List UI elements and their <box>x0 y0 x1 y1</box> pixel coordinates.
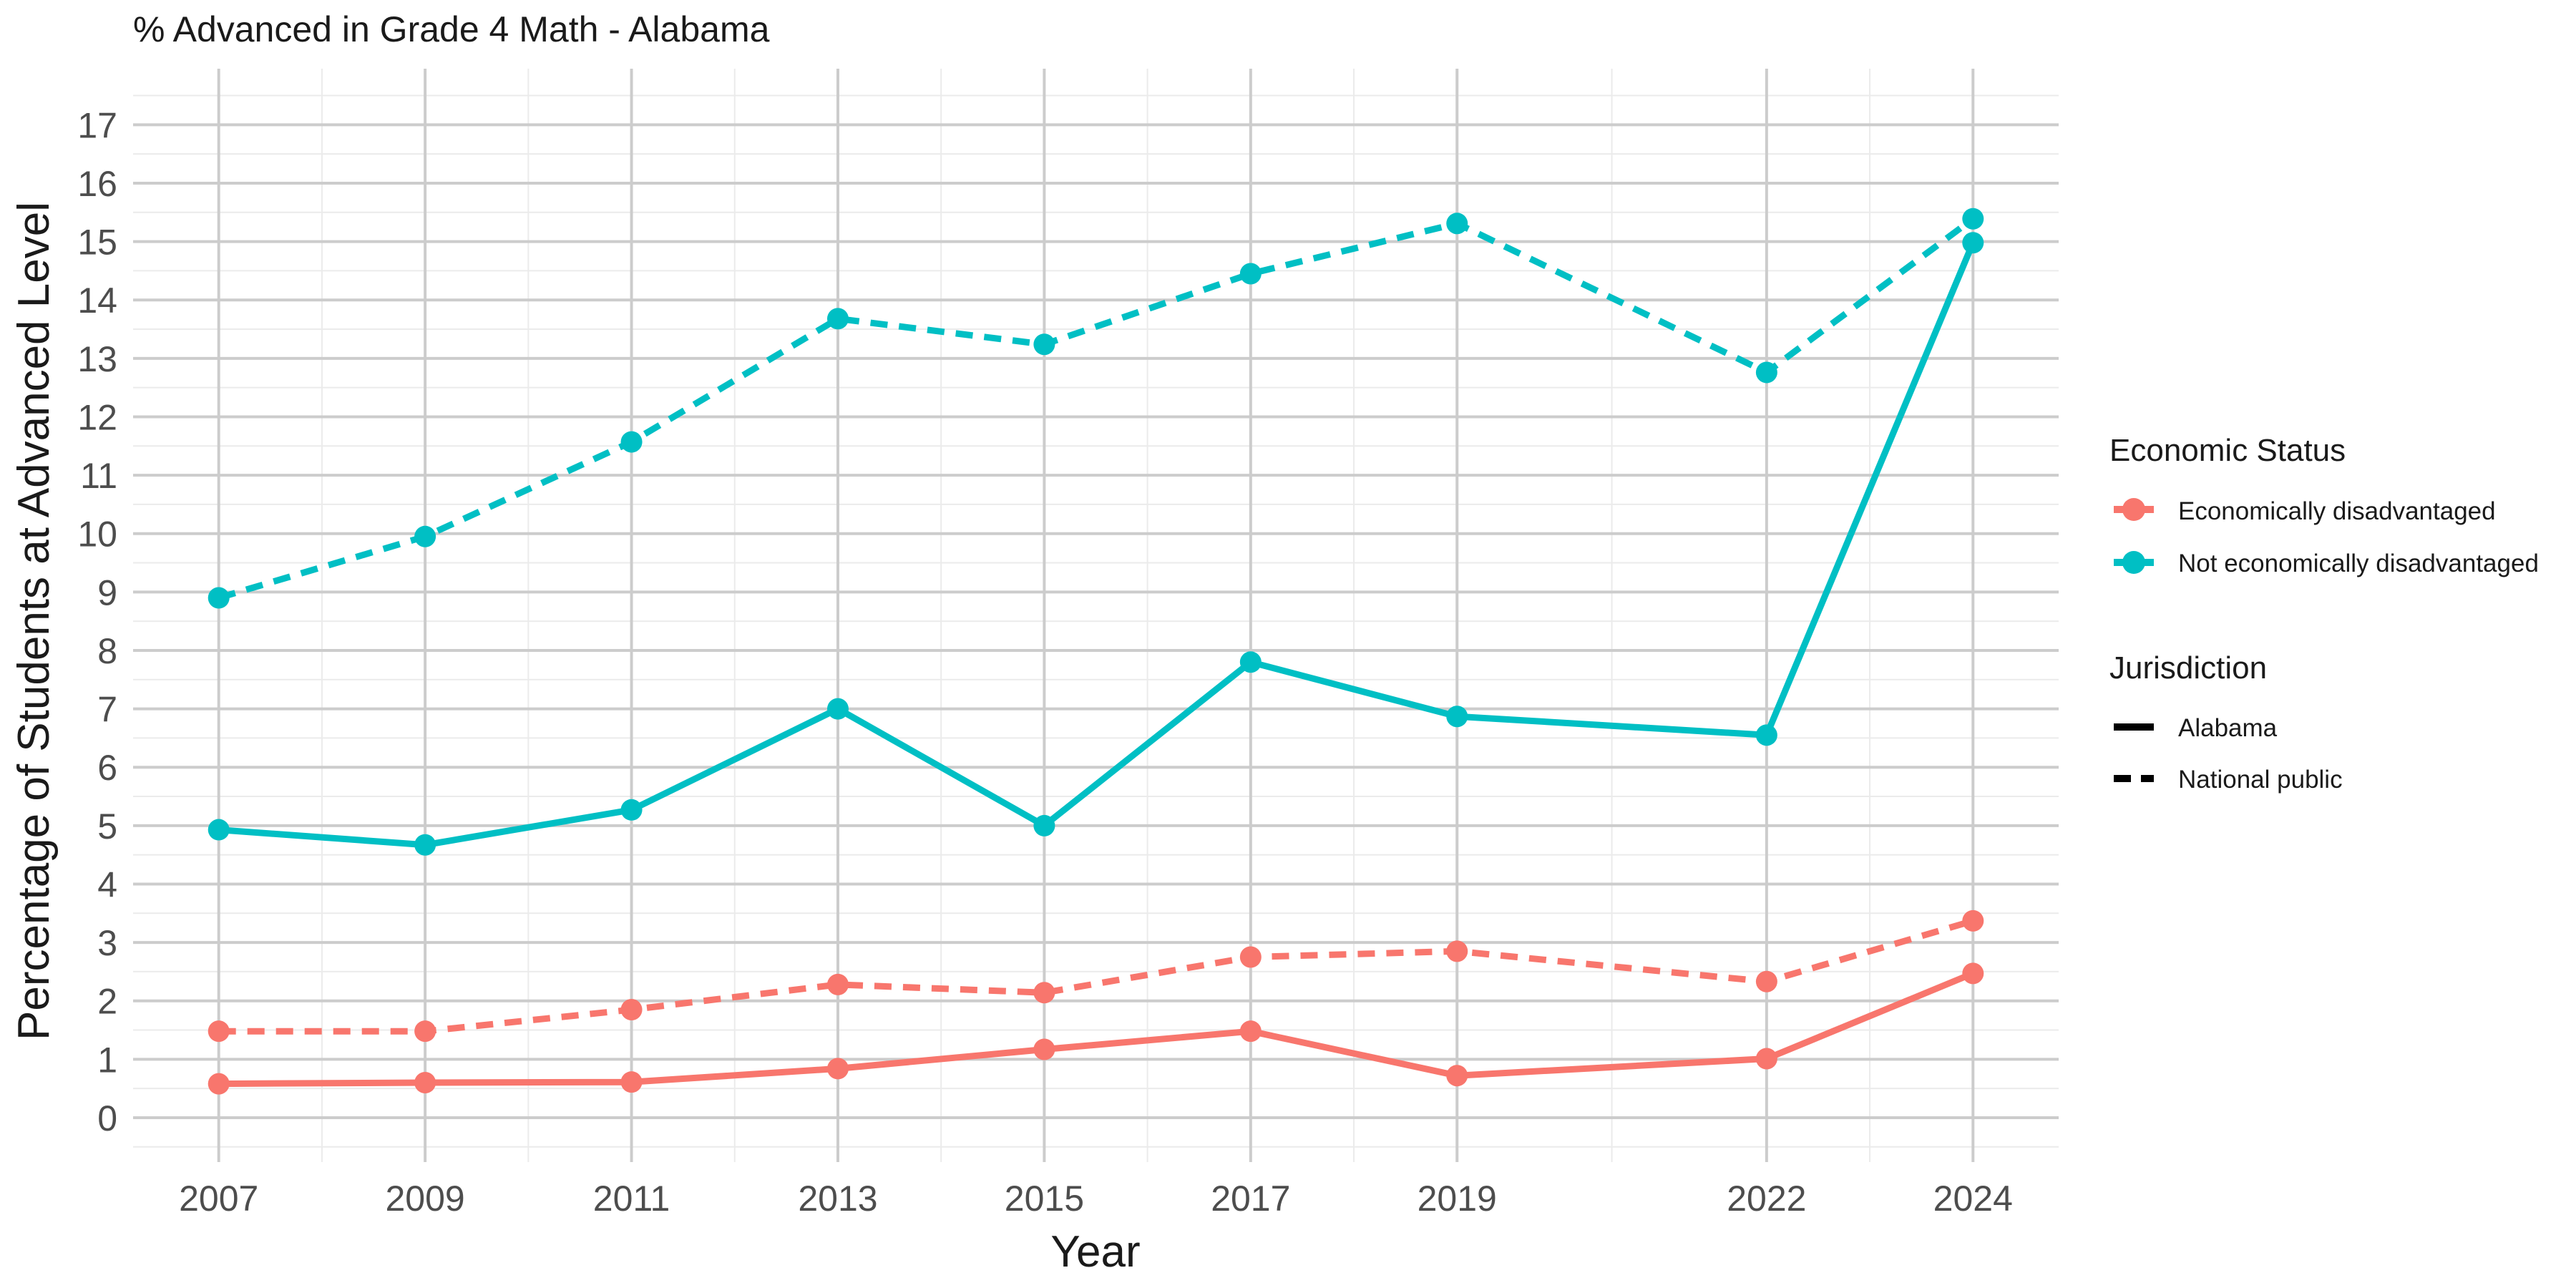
data-point-economically-disadvantaged-alabama <box>1962 962 1984 985</box>
data-point-economically-disadvantaged-alabama <box>1033 1038 1055 1060</box>
data-point-economically-disadvantaged-national-public <box>1755 970 1777 992</box>
data-point-economically-disadvantaged-alabama <box>414 1071 436 1093</box>
data-point-not-economically-disadvantaged-alabama <box>414 834 436 856</box>
legend-item-economically-disadvantaged: Economically disadvantaged <box>2114 497 2496 525</box>
y-tick-label: 10 <box>77 514 117 555</box>
y-axis-label: Percentage of Students at Advanced Level <box>9 202 59 1040</box>
data-point-not-economically-disadvantaged-national-public <box>1446 213 1468 235</box>
chart-title: % Advanced in Grade 4 Math - Alabama <box>133 9 770 49</box>
data-point-not-economically-disadvantaged-alabama <box>1962 232 1984 254</box>
series-points <box>208 208 1984 1095</box>
data-point-not-economically-disadvantaged-alabama <box>1239 651 1262 673</box>
y-tick-label: 15 <box>77 223 117 263</box>
data-point-not-economically-disadvantaged-alabama <box>208 819 230 841</box>
data-point-economically-disadvantaged-alabama <box>208 1073 230 1095</box>
data-point-not-economically-disadvantaged-national-public <box>1755 361 1777 384</box>
x-tick-label: 2015 <box>1005 1179 1084 1219</box>
data-point-not-economically-disadvantaged-alabama <box>1033 814 1055 836</box>
legend-item-national-public: National public <box>2114 766 2343 794</box>
data-point-not-economically-disadvantaged-national-public <box>620 431 643 453</box>
legend-title: Economic Status <box>2109 433 2346 468</box>
legend-key-point <box>2122 551 2145 574</box>
data-point-economically-disadvantaged-national-public <box>826 973 849 995</box>
legend-label: Economically disadvantaged <box>2178 497 2496 525</box>
y-tick-label: 16 <box>77 164 117 204</box>
y-tick-label: 7 <box>97 690 117 730</box>
y-tick-label: 14 <box>77 280 117 321</box>
data-point-economically-disadvantaged-national-public <box>1239 946 1262 968</box>
y-tick-label: 17 <box>77 105 117 145</box>
data-point-economically-disadvantaged-national-public <box>1033 982 1055 1004</box>
data-point-not-economically-disadvantaged-national-public <box>1962 208 1984 230</box>
data-point-economically-disadvantaged-national-public <box>1446 940 1468 962</box>
legend-item-not-economically-disadvantaged: Not economically disadvantaged <box>2114 550 2539 577</box>
y-tick-label: 13 <box>77 339 117 379</box>
data-point-not-economically-disadvantaged-national-public <box>1033 333 1055 356</box>
data-point-economically-disadvantaged-alabama <box>620 1071 643 1093</box>
legend-item-alabama: Alabama <box>2114 714 2278 742</box>
data-point-economically-disadvantaged-national-public <box>620 998 643 1020</box>
x-axis-tick-labels: 2007 2009 2011 2013 2015 2017 2019 2022 2024 <box>179 1179 2013 1219</box>
y-tick-label: 6 <box>97 748 117 788</box>
x-tick-label: 2019 <box>1418 1179 1497 1219</box>
y-tick-label: 5 <box>97 806 117 847</box>
legend-label: Not economically disadvantaged <box>2178 550 2539 577</box>
x-tick-label: 2007 <box>179 1179 258 1219</box>
y-tick-label: 3 <box>97 923 117 963</box>
data-point-economically-disadvantaged-alabama <box>826 1058 849 1080</box>
legend-jurisdiction: Jurisdiction Alabama National public <box>2109 650 2343 794</box>
legend-economic-status: Economic Status Economically disadvantag… <box>2109 433 2539 577</box>
y-tick-label: 8 <box>97 631 117 671</box>
data-point-not-economically-disadvantaged-alabama <box>620 799 643 821</box>
data-point-not-economically-disadvantaged-national-public <box>1239 263 1262 285</box>
legend-label: Alabama <box>2178 714 2278 742</box>
x-axis-label: Year <box>1050 1227 1140 1277</box>
data-point-not-economically-disadvantaged-alabama <box>1446 706 1468 728</box>
data-point-economically-disadvantaged-national-public <box>208 1020 230 1043</box>
minor-gridlines <box>133 69 2059 1162</box>
y-tick-label: 11 <box>80 456 117 496</box>
data-point-economically-disadvantaged-alabama <box>1446 1065 1468 1087</box>
legend-title: Jurisdiction <box>2109 650 2267 686</box>
y-tick-label: 4 <box>97 864 117 904</box>
x-tick-label: 2022 <box>1727 1179 1806 1219</box>
data-point-economically-disadvantaged-alabama <box>1239 1020 1262 1043</box>
legend-key-point <box>2122 498 2145 521</box>
x-tick-label: 2009 <box>386 1179 465 1219</box>
x-tick-label: 2011 <box>593 1179 670 1219</box>
data-point-not-economically-disadvantaged-national-public <box>414 525 436 547</box>
y-tick-label: 12 <box>77 397 117 437</box>
data-point-not-economically-disadvantaged-national-public <box>826 308 849 330</box>
y-tick-label: 2 <box>97 982 117 1022</box>
x-tick-label: 2024 <box>1933 1179 2013 1219</box>
data-point-not-economically-disadvantaged-alabama <box>1755 724 1777 746</box>
data-point-not-economically-disadvantaged-national-public <box>208 587 230 609</box>
data-point-economically-disadvantaged-national-public <box>1962 909 1984 932</box>
x-tick-label: 2017 <box>1211 1179 1290 1219</box>
y-tick-label: 9 <box>97 572 117 613</box>
y-tick-label: 1 <box>97 1040 117 1080</box>
x-tick-label: 2013 <box>798 1179 877 1219</box>
data-point-not-economically-disadvantaged-alabama <box>826 698 849 720</box>
data-point-economically-disadvantaged-alabama <box>1755 1048 1777 1070</box>
y-tick-label: 0 <box>97 1098 117 1138</box>
legend-label: National public <box>2178 766 2343 794</box>
data-point-economically-disadvantaged-national-public <box>414 1020 436 1043</box>
